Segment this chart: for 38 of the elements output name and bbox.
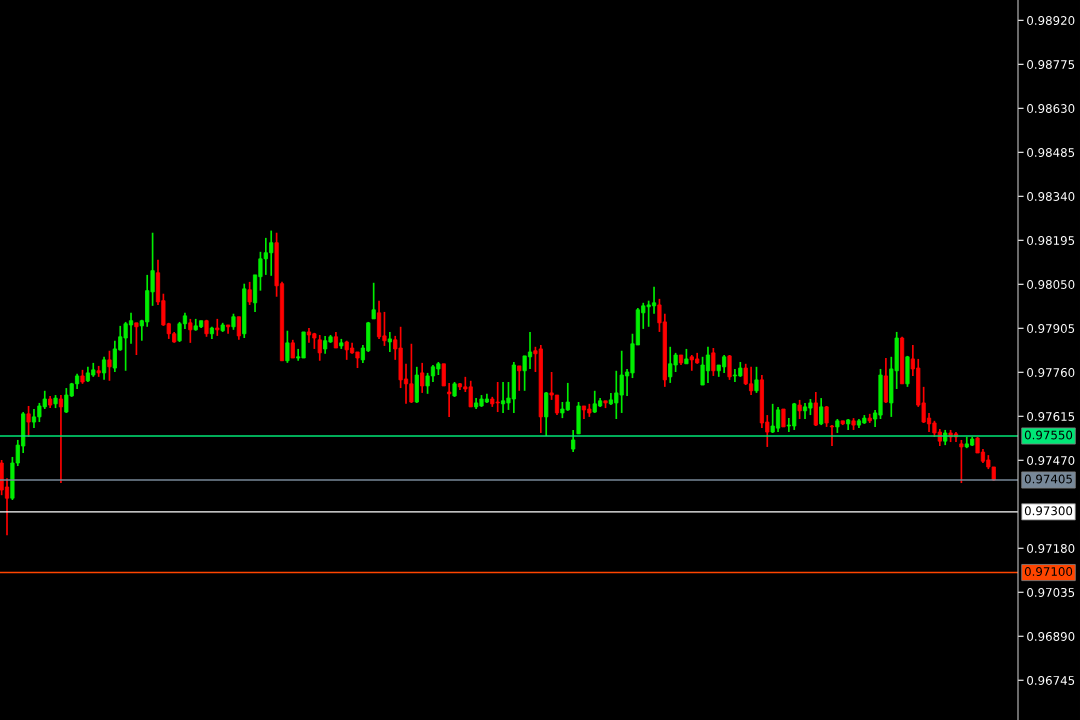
candlestick [840,419,845,426]
candlestick [285,329,290,364]
candlestick [134,321,139,356]
y-tick-label: 0.97180 [1027,543,1075,553]
candlestick [339,338,344,350]
candlestick [959,439,964,484]
y-tick-label: 0.97760 [1027,368,1075,377]
candlestick [26,405,31,438]
y-tick-label: 0.97470 [1027,456,1075,465]
candlestick [215,318,220,337]
y-tick-label: 0.97905 [1027,324,1075,333]
y-tick-label: 0.98050 [1027,280,1075,289]
ref-line-label: 0.97405 [1024,474,1072,484]
candlestick [96,365,101,378]
ref-line-label: 0.97100 [1024,567,1073,576]
candlestick [188,318,193,344]
y-tick-label: 0.96745 [1027,675,1075,685]
y-tick-label: 0.98485 [1027,148,1075,157]
y-tick-label: 0.98195 [1027,236,1075,245]
y-tick-label: 0.98775 [1027,60,1075,69]
candlestick [727,354,732,381]
candlestick [107,349,112,382]
candlestick [824,405,829,428]
candlestick [247,281,252,306]
candlestick [797,399,802,420]
candlestick [905,355,910,388]
candlestick [754,365,759,394]
ref-line-label: 0.97550 [1024,430,1073,440]
candlestick [371,281,376,320]
y-tick-label: 0.96890 [1027,631,1075,641]
candlestick [711,347,716,377]
y-tick-label: 0.98630 [1027,104,1075,113]
y-tick-label: 0.98920 [1027,16,1075,25]
y-tick-label: 0.98340 [1027,192,1075,201]
y-tick-label: 0.97035 [1027,587,1075,597]
y-tick-label: 0.97615 [1027,412,1075,421]
ref-line-label: 0.97300 [1024,506,1073,516]
candlestick [576,401,581,435]
